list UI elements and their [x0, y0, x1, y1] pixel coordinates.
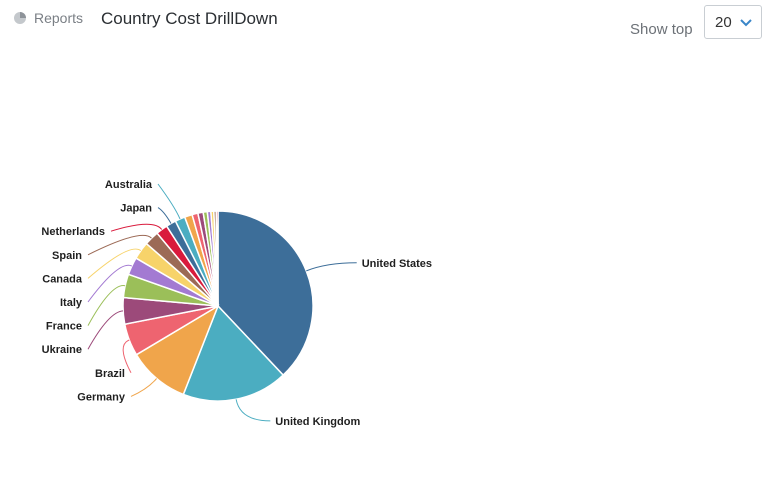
show-top-select[interactable]: 20: [704, 5, 762, 39]
pie-slice-united-kingdom[interactable]: [182, 304, 285, 402]
slice-label: United States: [362, 258, 432, 270]
connector-line: [110, 223, 163, 232]
slice-label: Spain: [52, 250, 82, 262]
slice-label: Japan: [120, 203, 152, 215]
slice-label: Italy: [60, 297, 83, 309]
slice-label: Australia: [105, 179, 153, 191]
connector-line: [130, 378, 157, 397]
connector-line: [157, 183, 181, 220]
connector-line: [87, 264, 133, 303]
show-top-value: 20: [715, 14, 732, 31]
pie-slice-united-states[interactable]: [217, 210, 314, 377]
connector-line: [87, 248, 142, 279]
pie-labels: United States United Kingdom Australia Japa…: [41, 179, 432, 428]
slice-label: France: [46, 321, 82, 333]
connector-line: [122, 339, 132, 374]
pie-slices: [122, 210, 314, 402]
connector-line: [235, 399, 271, 422]
pie-chart-icon: [14, 12, 26, 24]
breadcrumb[interactable]: Reports: [13, 10, 83, 26]
pie-chart: United States United Kingdom Australia Japa…: [41, 179, 432, 428]
page-title: Country Cost DrillDown: [101, 9, 278, 28]
slice-label: Canada: [42, 273, 83, 285]
report-header: Reports Country Cost DrillDown Show top …: [0, 0, 769, 40]
connector-line: [87, 310, 124, 350]
connector-line: [306, 262, 357, 272]
connector-line: [87, 234, 152, 256]
connector-line: [87, 285, 126, 326]
slice-label: Netherlands: [41, 226, 105, 238]
connector-line: [157, 207, 172, 224]
slice-label: Ukraine: [42, 344, 82, 356]
slice-label: United Kingdom: [275, 416, 360, 428]
slice-label: Brazil: [95, 368, 125, 380]
show-top-label: Show top: [630, 21, 693, 38]
pie-slice-other[interactable]: [215, 210, 219, 307]
chevron-down-icon: [740, 19, 752, 27]
breadcrumb-reports[interactable]: Reports: [34, 10, 84, 26]
slice-label: Germany: [77, 391, 126, 403]
